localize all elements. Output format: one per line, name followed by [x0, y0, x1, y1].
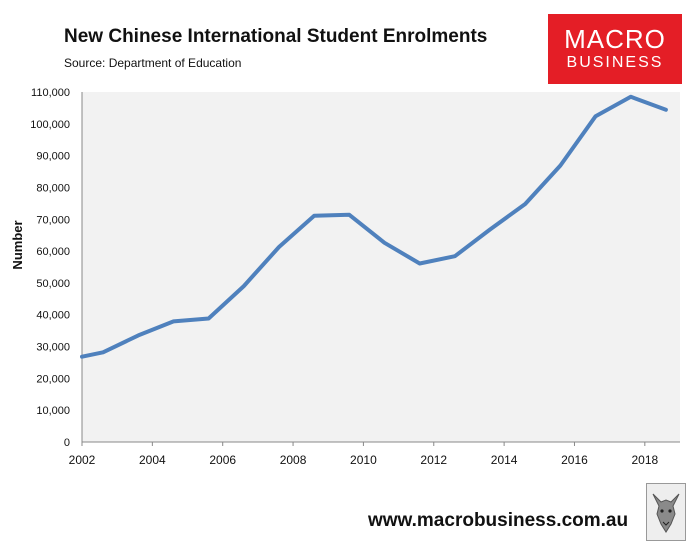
y-tick-label: 100,000 [30, 119, 70, 131]
x-tick-label: 2006 [209, 453, 236, 467]
x-tick-label: 2008 [280, 453, 307, 467]
x-tick-label: 2018 [631, 453, 658, 467]
y-axis-label: Number [10, 220, 25, 269]
y-tick-label: 110,000 [31, 87, 70, 99]
y-tick-label: 40,000 [36, 310, 70, 322]
series-line [80, 94, 668, 359]
y-tick-label: 90,000 [36, 151, 70, 163]
x-tick-label: 2010 [350, 453, 377, 467]
y-tick-label: 30,000 [36, 342, 70, 354]
y-tick-label: 50,000 [36, 278, 70, 290]
footer-url: www.macrobusiness.com.au [368, 510, 629, 531]
y-tick-label: 70,000 [36, 214, 70, 226]
chart-subtitle: Source: Department of Education [64, 56, 242, 70]
x-axis-ticks: 2002 2004 2006 2008 2010 2012 2014 2016 2018 [69, 442, 658, 467]
wolf-mascot-icon [646, 483, 686, 541]
x-tick-label: 2014 [491, 453, 518, 467]
y-tick-label: 80,000 [36, 182, 70, 194]
y-tick-label: 10,000 [36, 405, 70, 417]
y-tick-label: 20,000 [36, 373, 70, 385]
x-tick-label: 2016 [561, 453, 588, 467]
chart-title: New Chinese International Student Enrolm… [64, 26, 488, 47]
plot-area [82, 92, 680, 442]
logo-line-2: BUSINESS [566, 54, 664, 71]
logo-line-1: MACRO [564, 24, 666, 54]
y-tick-label: 60,000 [36, 246, 70, 258]
y-tick-label: 0 [64, 437, 70, 449]
y-axis-ticks: 0 10,000 20,000 30,000 40,000 50,000 60,000 70,… [30, 87, 70, 449]
x-tick-label: 2012 [420, 453, 447, 467]
x-tick-label: 2004 [139, 453, 166, 467]
x-tick-label: 2002 [69, 453, 96, 467]
macrobusiness-logo: MACRO BUSINESS [548, 14, 682, 84]
